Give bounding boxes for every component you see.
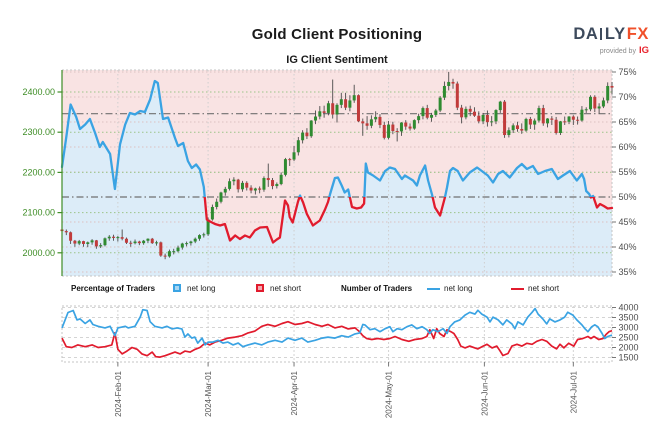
logo-ly-text: LY (604, 25, 626, 43)
svg-text:2000.00: 2000.00 (22, 248, 55, 258)
svg-text:2024-May-01: 2024-May-01 (385, 370, 394, 418)
svg-text:50%: 50% (619, 192, 637, 202)
net-short-square-icon (256, 284, 264, 292)
svg-text:4000: 4000 (619, 303, 639, 313)
svg-text:1500: 1500 (619, 353, 639, 363)
dailyfx-logo-text: DA LY FX (573, 26, 649, 43)
net-long-dash-icon (427, 288, 440, 290)
provided-by-label: provided by (599, 47, 636, 55)
net-long-percentage-line (60, 79, 614, 244)
svg-text:2024-Jul-01: 2024-Jul-01 (569, 370, 578, 413)
svg-text:2100.00: 2100.00 (22, 208, 55, 218)
svg-text:40%: 40% (619, 242, 637, 252)
svg-text:2024-Feb-01: 2024-Feb-01 (114, 370, 123, 416)
ig-logo-text: IG (638, 44, 649, 56)
net-long-count-line (61, 307, 613, 348)
svg-text:60%: 60% (619, 142, 637, 152)
svg-text:2024-Jun-01: 2024-Jun-01 (480, 370, 489, 415)
svg-text:2000: 2000 (619, 343, 639, 353)
legend-number-header: Number of Traders (341, 284, 413, 293)
main-price-sentiment-chart (60, 69, 614, 277)
svg-text:2400.00: 2400.00 (22, 87, 55, 97)
net-short-count-line (61, 320, 613, 358)
svg-text:2500: 2500 (619, 333, 639, 343)
svg-text:2024-Mar-01: 2024-Mar-01 (204, 370, 213, 416)
logo-i-bar-icon (599, 28, 603, 41)
svg-text:2024-Apr-01: 2024-Apr-01 (290, 370, 299, 415)
svg-text:55%: 55% (619, 167, 637, 177)
percent-axis-right: 75% 70% 65% 60% 55% 50% 45% 40% 35% (612, 67, 637, 277)
chart-subtitle: IG Client Sentiment (286, 54, 388, 66)
svg-text:70%: 70% (619, 92, 637, 102)
svg-text:65%: 65% (619, 117, 637, 127)
svg-text:75%: 75% (619, 67, 637, 77)
svg-text:45%: 45% (619, 217, 637, 227)
svg-text:35%: 35% (619, 267, 637, 277)
logo-fx-text: FX (626, 25, 649, 43)
logo-provided-by-row: provided by IG (573, 45, 649, 56)
legend-num-net-long-label: net long (444, 284, 473, 293)
gold-candlesticks (60, 71, 614, 260)
svg-text:3500: 3500 (619, 313, 639, 323)
net-long-square-icon (173, 284, 181, 292)
logo-da-text: DA (573, 25, 599, 43)
legend-percentage-header: Percentage of Traders (71, 284, 156, 293)
chart-title: Gold Client Positioning (251, 26, 423, 43)
price-axis-left: 2400.00 2300.00 2200.00 2100.00 2000.00 (22, 70, 63, 276)
svg-text:3000: 3000 (619, 323, 639, 333)
legend-num-net-short-label: net short (528, 284, 560, 293)
svg-text:2200.00: 2200.00 (22, 167, 55, 177)
legend-pct-net-long-label: net long (187, 284, 216, 293)
svg-text:2300.00: 2300.00 (22, 127, 55, 137)
dailyfx-logo: DA LY FX provided by IG (573, 26, 649, 56)
net-short-dash-icon (511, 288, 524, 290)
x-axis-date-labels: 2024-Feb-01 2024-Mar-01 2024-Apr-01 2024-Ma… (114, 362, 578, 418)
legend-pct-net-short-label: net short (270, 284, 302, 293)
